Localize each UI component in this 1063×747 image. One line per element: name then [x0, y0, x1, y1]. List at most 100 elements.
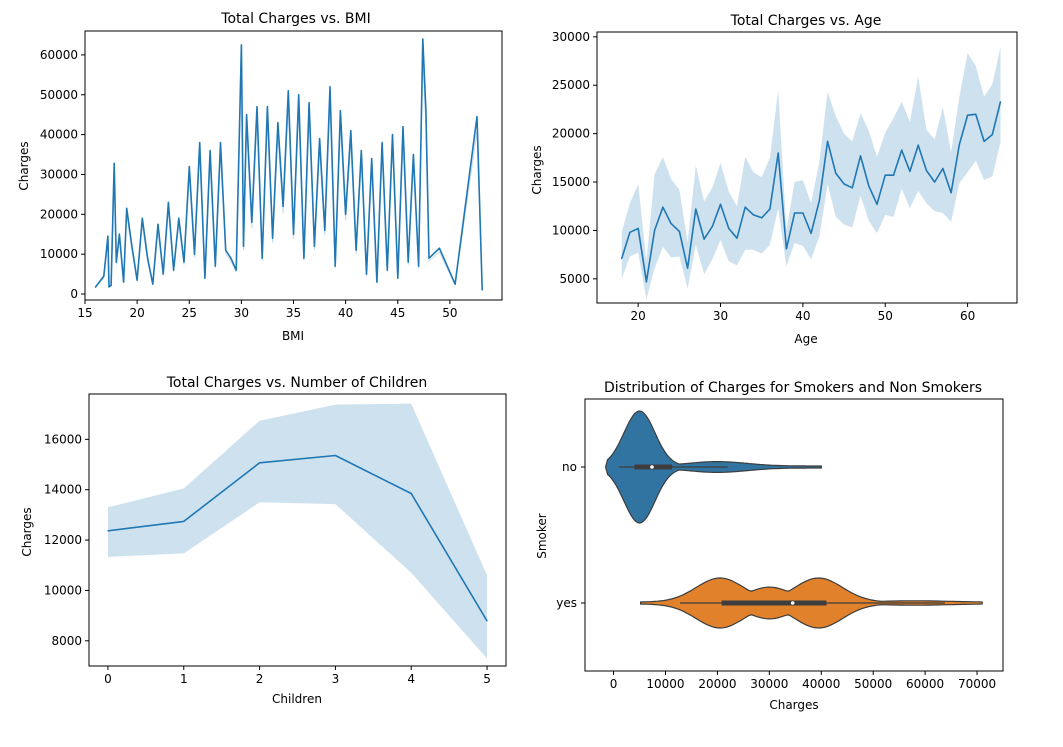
children-y-tick-label: 16000 [44, 432, 82, 446]
bmi-data-point [476, 116, 478, 118]
bmi-data-point [412, 153, 414, 156]
bmi-data-point [425, 110, 427, 112]
bmi-data-point [214, 265, 216, 267]
children-data-point [486, 620, 488, 622]
smoker-x-tick-label: 50000 [854, 677, 892, 691]
bmi-data-point [292, 233, 295, 235]
age-data-point [728, 227, 730, 230]
age-x-axis-label: Age [794, 332, 817, 346]
age-x-tick-label: 60 [960, 309, 975, 323]
age-data-point [687, 267, 689, 269]
bmi-data-point [481, 289, 483, 291]
bmi-data-point [251, 221, 253, 223]
age-x-tick-label: 50 [878, 309, 893, 323]
smoker-x-tick-label: 60000 [906, 677, 944, 691]
age-y-tick-label: 10000 [552, 223, 590, 237]
bmi-data-point [103, 275, 105, 277]
age-data-point [744, 206, 746, 208]
age-data-point [645, 281, 648, 283]
smoker-y-tick-label: no [562, 460, 577, 474]
age-x-tick-label: 30 [713, 309, 728, 323]
children-x-tick-label: 1 [180, 672, 188, 686]
age-data-point [769, 208, 771, 210]
bmi-data-point [219, 142, 222, 144]
smoker-x-tick-label: 40000 [802, 677, 840, 691]
age-data-point [975, 113, 977, 115]
age-y-tick-label: 30000 [552, 30, 590, 44]
bmi-y-tick-label: 0 [70, 287, 78, 301]
bmi-data-point [246, 114, 248, 116]
age-data-point [810, 232, 812, 234]
bmi-chart-title: Total Charges vs. BMI [220, 11, 370, 27]
bmi-data-point [209, 150, 211, 152]
children-x-tick-label: 4 [407, 672, 415, 686]
bmi-data-point [256, 106, 258, 108]
age-data-point [851, 187, 853, 189]
smoker-x-tick-label: 10000 [646, 677, 684, 691]
bmi-data-point [118, 233, 120, 235]
age-data-point [621, 257, 623, 260]
bmi-data-point [157, 223, 159, 225]
age-data-point [942, 167, 944, 170]
bmi-data-point [199, 142, 201, 144]
bmi-y-tick-label: 30000 [40, 167, 78, 181]
age-data-point [991, 134, 993, 136]
bmi-data-point [162, 273, 164, 275]
smoker-x-axis-label: Charges [769, 698, 818, 712]
age-data-point [884, 174, 886, 176]
age-data-point [827, 140, 829, 142]
bmi-data-point [334, 265, 336, 267]
bmi-data-point [365, 273, 368, 275]
bmi-plot-area: 15 20 25 30 35 40 45 50 0 10000 20000 30000 40000 500… [40, 38, 483, 320]
bmi-data-point [386, 269, 388, 271]
smoker-x-tick-label: 70000 [958, 677, 996, 691]
children-data-point [334, 454, 336, 457]
bmi-data-point [107, 235, 109, 237]
children-confidence-band [108, 403, 487, 659]
bmi-data-point [131, 245, 133, 247]
bmi-data-point [287, 90, 289, 92]
children-x-tick-label: 5 [483, 672, 491, 686]
bmi-x-tick-label: 50 [442, 306, 457, 320]
bmi-data-point [110, 284, 112, 286]
bmi-data-point [242, 245, 245, 247]
age-y-tick-label: 20000 [552, 127, 590, 141]
bmi-data-point [126, 207, 128, 209]
age-data-point [678, 230, 681, 232]
bmi-data-point [240, 44, 242, 46]
age-x-tick-label: 20 [631, 309, 646, 323]
bmi-data-point [193, 253, 196, 255]
bmi-x-tick-label: 40 [338, 306, 353, 320]
age-data-point [835, 172, 837, 174]
age-data-point [934, 181, 936, 183]
bmi-data-point [183, 261, 185, 263]
age-plot-area: 20 30 40 50 60 5000 10000 15000 20000 25000 30000 [552, 30, 1002, 323]
age-data-point [711, 225, 713, 228]
bmi-data-point [360, 150, 362, 152]
bmi-data-point [113, 162, 115, 164]
children-y-axis-label: Charges [20, 507, 34, 556]
age-data-point [761, 217, 763, 219]
bmi-data-point [350, 130, 352, 132]
bmi-data-point [266, 106, 268, 108]
bmi-data-point [123, 281, 125, 283]
bmi-data-point [225, 249, 227, 251]
children-y-tick-label: 14000 [44, 483, 82, 497]
bmi-data-point [397, 277, 399, 279]
violin-iqr-box-yes [721, 600, 827, 606]
bmi-x-tick-label: 35 [286, 306, 301, 320]
children-chart-title: Total Charges vs. Number of Children [166, 375, 428, 391]
bmi-data-point [141, 217, 143, 219]
children-plot-area: 0 1 2 3 4 5 8000 10000 12000 14000 16000 [44, 403, 491, 686]
bmi-data-point [204, 277, 206, 279]
bmi-data-point [272, 237, 274, 239]
bmi-data-point [319, 138, 321, 140]
bmi-data-point [282, 205, 284, 207]
age-data-point [777, 152, 779, 154]
children-x-tick-label: 2 [256, 672, 264, 686]
bmi-data-point [108, 286, 110, 288]
bmi-data-point [324, 229, 326, 231]
age-data-point [868, 185, 870, 187]
bmi-data-point [230, 257, 232, 259]
